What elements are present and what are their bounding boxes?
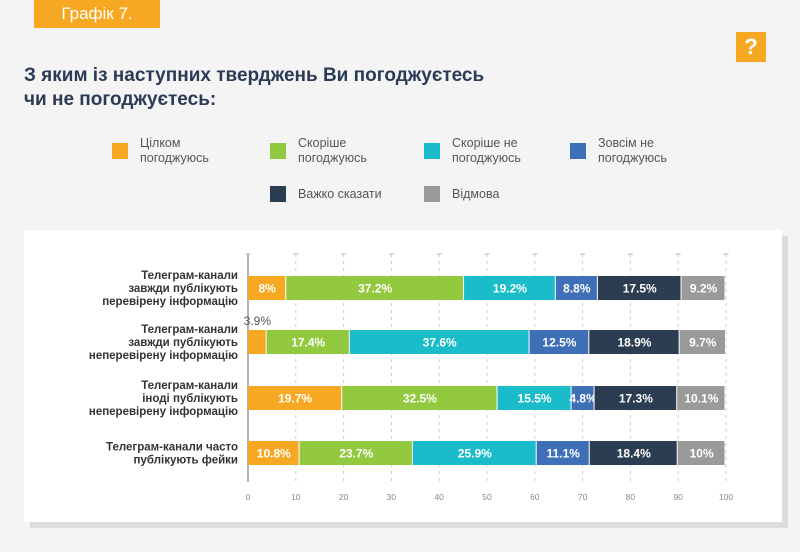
chart-title: З яким із наступних тверджень Ви погоджу… [24,64,664,112]
data-label: 10% [690,447,714,461]
legend-item-hard-to-say: Важко сказати [270,186,382,202]
x-tick-label: 80 [626,492,636,502]
category-label: Телеграм-канали часто [106,442,238,454]
bar-segment [248,441,299,465]
data-label: 3.9% [244,314,272,328]
legend-item-fully-agree: Цілком погоджуюсь [112,136,209,166]
chart-title-line-1: З яким із наступних тверджень Ви погоджу… [24,65,485,86]
x-tick-label: 40 [434,492,444,502]
data-label: 25.9% [458,447,492,461]
legend-label: Скоріше не погоджуюсь [452,136,521,165]
data-label: 19.2% [493,282,527,296]
chart-number-badge: Графік 7. [34,0,160,28]
data-label: 17.3% [619,392,653,406]
category-label: перевірену інформацію [102,296,238,308]
help-icon[interactable]: ? [736,32,766,62]
x-tick-label: 10 [291,492,301,502]
data-label: 4.8% [569,392,597,406]
bar-segment [497,386,571,410]
x-tick-label: 20 [339,492,349,502]
data-label: 19.7% [278,392,312,406]
legend-swatch [570,143,586,159]
bar-segment [679,330,725,354]
data-label: 10.1% [684,392,718,406]
x-tick-label: 30 [387,492,397,502]
data-label: 17.5% [623,282,657,296]
category-label: неперевірену інформацію [89,406,238,418]
x-tick-label: 90 [673,492,683,502]
bar-segment [589,330,679,354]
legend-swatch [424,186,440,202]
bar-segment [529,330,589,354]
data-label: 17.4% [291,336,325,350]
data-label: 18.9% [617,336,651,350]
data-label: 15.5% [518,392,552,406]
legend-swatch [270,143,286,159]
legend-label: Зовсім не погоджуюсь [598,136,667,165]
data-label: 18.4% [617,447,651,461]
x-tick-label: 50 [482,492,492,502]
bar-segment [681,276,725,300]
bar-segment [266,330,349,354]
legend-label: Відмова [452,186,500,201]
category-label: Телеграм-канали [141,270,238,282]
x-tick-label: 0 [246,492,251,502]
legend-item-fully-disagree: Зовсім не погоджуюсь [570,136,667,166]
bar-segment [597,276,681,300]
category-label: іноді публікують [142,393,238,405]
data-label: 10.8% [257,447,291,461]
category-label: Телеграм-канали [141,380,238,392]
bar-segment [594,386,677,410]
legend-item-rather-disagree: Скоріше не погоджуюсь [424,136,521,166]
data-label: 37.6% [423,336,457,350]
data-label: 23.7% [339,447,373,461]
data-label: 8.8% [563,282,591,296]
bar-segment [248,330,266,354]
bar-segment [342,386,497,410]
legend-label: Важко сказати [298,186,382,201]
data-label: 37.2% [358,282,392,296]
category-label: завжди публікують [128,283,238,295]
legend-swatch [424,143,440,159]
chart-title-line-2: чи не погоджуєтесь: [24,89,217,110]
data-label: 9.7% [689,336,717,350]
data-label: 11.1% [547,447,581,461]
bar-segment [677,386,725,410]
bar-segment [248,276,286,300]
bar-segment [589,441,677,465]
bar-segment [555,276,597,300]
x-tick-label: 70 [578,492,588,502]
category-label: публікують фейки [134,455,238,467]
data-label: 32.5% [403,392,437,406]
category-label: завжди публікують [128,337,238,349]
legend-swatch [270,186,286,202]
legend-item-rather-agree: Скоріше погоджуюсь [270,136,367,166]
bar-segment [412,441,536,465]
chart-card: 0 10 20 30 40 50 60 70 80 90 100 Телеграм-канали зав… [24,230,782,522]
category-label: Телеграм-канали [141,324,238,336]
legend-label: Цілком погоджуюсь [140,136,209,165]
bar-segment [464,276,555,300]
stacked-bar-chart: 0 10 20 30 40 50 60 70 80 90 100Телеграм-канализав… [89,253,733,502]
bar-segment [349,330,529,354]
category-label: неперевірену інформацію [89,350,238,362]
bar-segment [571,386,594,410]
data-label: 8% [258,282,276,296]
legend-item-refusal: Відмова [424,186,499,202]
bar-segment [299,441,412,465]
x-tick-label: 60 [530,492,540,502]
x-tick-label: 100 [719,492,733,502]
data-label: 12.5% [542,336,576,350]
legend-label: Скоріше погоджуюсь [298,136,367,165]
data-label: 9.2% [690,282,718,296]
bar-segment [536,441,589,465]
bar-segment [286,276,464,300]
legend-swatch [112,143,128,159]
bar-segment [677,441,725,465]
bar-segment [248,386,342,410]
